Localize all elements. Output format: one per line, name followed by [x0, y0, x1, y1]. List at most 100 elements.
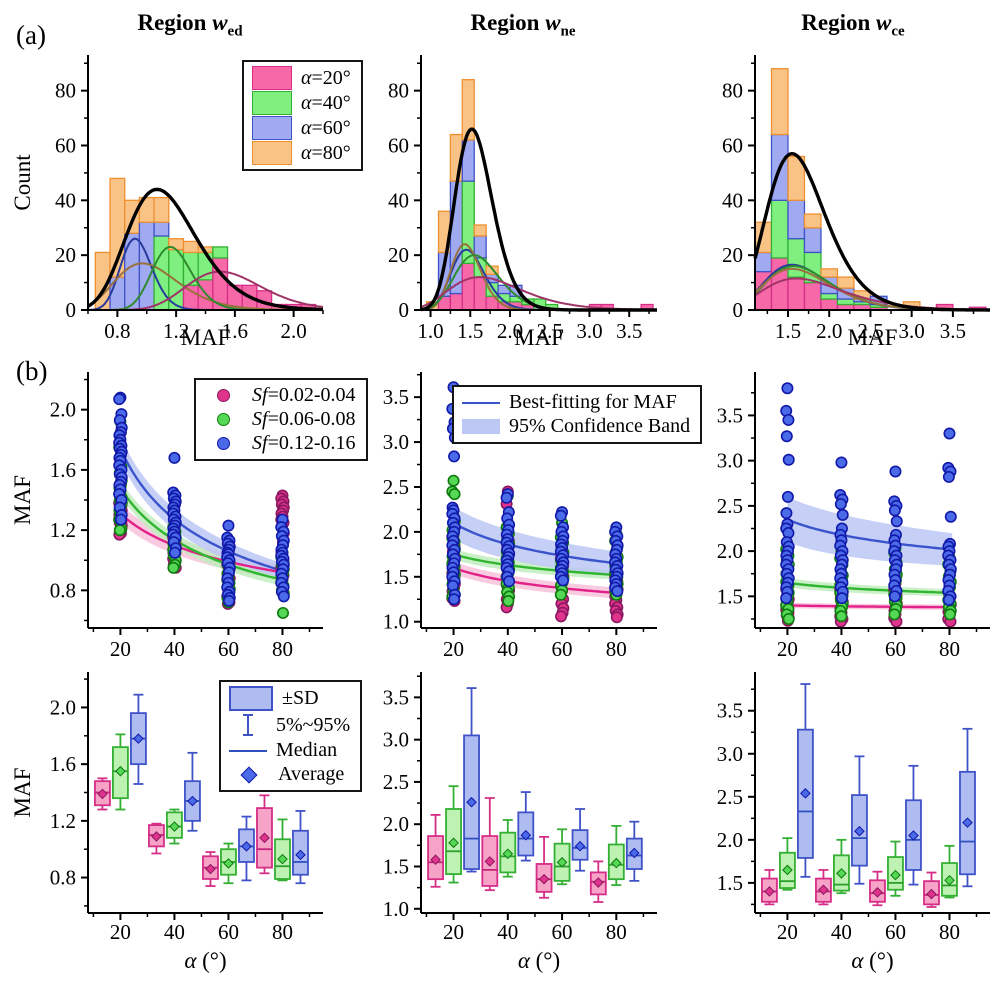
svg-text:20: 20 — [110, 637, 131, 660]
legend-label: Sf=0.06-0.08 — [252, 408, 356, 430]
svg-text:40: 40 — [388, 188, 409, 212]
svg-text:80: 80 — [55, 79, 76, 103]
svg-text:α (°): α (°) — [851, 948, 893, 973]
legend-item: 5%~95% — [229, 712, 350, 738]
svg-text:2.5: 2.5 — [717, 494, 743, 518]
svg-text:3.5: 3.5 — [383, 385, 409, 409]
legend-item: α=80° — [252, 141, 351, 165]
svg-text:2.0: 2.0 — [383, 520, 409, 544]
svg-text:α (°): α (°) — [184, 948, 226, 973]
boxplot-wne: 20 40 60 80 1.0 1.5 2.0 2.5 3.0 3.5 α (°) — [383, 672, 657, 973]
svg-text:20: 20 — [388, 243, 409, 267]
svg-text:40: 40 — [497, 920, 518, 944]
svg-text:0.8: 0.8 — [50, 866, 76, 890]
svg-text:40: 40 — [164, 920, 185, 944]
legend-label: Average — [278, 763, 345, 785]
svg-text:MAF: MAF — [848, 325, 898, 348]
svg-text:40: 40 — [497, 637, 518, 660]
svg-text:1.5: 1.5 — [383, 854, 409, 878]
svg-text:0: 0 — [733, 298, 744, 322]
svg-text:1.5: 1.5 — [717, 871, 743, 895]
svg-text:3.5: 3.5 — [717, 403, 743, 427]
panel-label-a: (a) — [16, 20, 46, 50]
svg-text:Count: Count — [10, 154, 35, 211]
swatch-legend-icon — [252, 141, 292, 165]
legend-label: Best-fitting for MAF — [509, 391, 677, 413]
svg-text:3.5: 3.5 — [616, 319, 642, 343]
title-region-wce: Region wce — [801, 10, 905, 40]
svg-text:3.5: 3.5 — [383, 685, 409, 709]
svg-text:1.0: 1.0 — [417, 319, 443, 343]
svg-text:3.0: 3.0 — [717, 742, 743, 766]
swatch-legend-icon — [252, 66, 292, 90]
panel-label-b: (b) — [16, 356, 48, 386]
svg-text:40: 40 — [55, 188, 76, 212]
legend-item: α=20° — [252, 66, 351, 90]
legend-label: Sf=0.02-0.04 — [252, 384, 356, 406]
histogram-region-wce: 1.5 2.0 2.5 3.0 3.5 0 20 40 60 80 MAF — [722, 55, 991, 348]
svg-text:0: 0 — [66, 298, 77, 322]
svg-text:20: 20 — [777, 920, 798, 944]
legend-item: Sf=0.12-0.16 — [204, 432, 356, 455]
svg-text:60: 60 — [552, 637, 573, 660]
svg-text:2.0: 2.0 — [383, 812, 409, 836]
svg-text:3.0: 3.0 — [383, 728, 409, 752]
svg-text:1.2: 1.2 — [163, 319, 189, 343]
legend-item: Average — [229, 763, 350, 786]
band-legend-icon — [462, 419, 500, 434]
svg-text:MAF: MAF — [10, 768, 35, 818]
boxplot-wce: 20 40 60 80 1.5 2.0 2.5 3.0 3.5 α (°) — [717, 672, 990, 973]
title-region-wne: Region wne — [470, 10, 576, 40]
svg-text:2.0: 2.0 — [497, 319, 523, 343]
dot-legend-icon — [217, 389, 230, 402]
svg-text:1.0: 1.0 — [383, 897, 409, 921]
diamond-legend-icon — [240, 766, 258, 783]
svg-text:1.5: 1.5 — [457, 319, 483, 343]
histogram-region-wed-legend: α=20° α=40° α=60° α=80° — [242, 60, 363, 171]
legend-item: Median — [229, 739, 350, 762]
legend-item: ±SD — [229, 686, 350, 711]
svg-text:2.5: 2.5 — [717, 785, 743, 809]
svg-text:2.0: 2.0 — [281, 319, 307, 343]
svg-text:1.2: 1.2 — [50, 809, 76, 833]
legend-item: α=40° — [252, 91, 351, 115]
legend-item: Sf=0.02-0.04 — [204, 384, 356, 407]
svg-text:80: 80 — [388, 79, 409, 103]
boxplot-wed-legend: ±SD 5%~95% Median Average — [219, 680, 363, 792]
scatter-fit-wce: 20 40 60 80 1.5 2.0 2.5 3.0 3.5 — [717, 372, 990, 660]
svg-text:2.5: 2.5 — [857, 319, 883, 343]
svg-text:3.5: 3.5 — [717, 699, 743, 723]
legend-label: α=40° — [301, 91, 351, 114]
svg-text:2.0: 2.0 — [717, 828, 743, 852]
svg-text:60: 60 — [388, 133, 409, 157]
svg-text:80: 80 — [272, 637, 293, 660]
svg-text:80: 80 — [606, 637, 627, 660]
boxpatch-legend-icon — [229, 686, 273, 711]
dot-legend-icon — [217, 437, 230, 450]
svg-text:α (°): α (°) — [518, 948, 560, 973]
legend-label: α=20° — [301, 66, 351, 89]
svg-text:20: 20 — [443, 637, 464, 660]
svg-text:40: 40 — [164, 637, 185, 660]
svg-text:1.2: 1.2 — [50, 518, 76, 542]
dot-legend-icon — [217, 413, 230, 426]
svg-text:1.0: 1.0 — [383, 610, 409, 634]
svg-text:80: 80 — [939, 637, 960, 660]
swatch-legend-icon — [252, 91, 292, 115]
median-legend-icon — [229, 749, 267, 752]
swatch-legend-icon — [252, 116, 292, 140]
svg-text:1.6: 1.6 — [50, 458, 76, 482]
legend-label: 5%~95% — [276, 713, 351, 736]
boxplot-wed: 20 40 60 80 0.8 1.2 1.6 2.0 α (°) MAF — [10, 672, 323, 973]
histogram-region-wed: 0.8 1.2 1.6 2.0 0 20 40 60 80 MAF Count — [10, 55, 324, 348]
legend-item: 95% Confidence Band — [462, 415, 690, 438]
svg-text:80: 80 — [722, 79, 743, 103]
svg-text:1.6: 1.6 — [222, 319, 248, 343]
svg-text:3.0: 3.0 — [576, 319, 602, 343]
svg-text:MAF: MAF — [514, 325, 564, 348]
svg-text:2.0: 2.0 — [816, 319, 842, 343]
svg-text:1.5: 1.5 — [775, 319, 801, 343]
svg-text:20: 20 — [55, 243, 76, 267]
svg-text:60: 60 — [218, 637, 239, 660]
svg-text:0.8: 0.8 — [50, 578, 76, 602]
